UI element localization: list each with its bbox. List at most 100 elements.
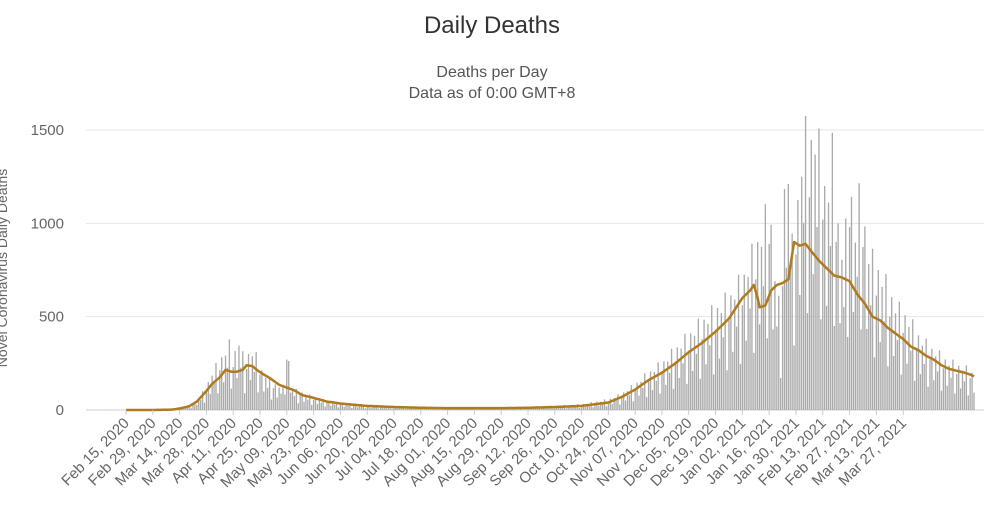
daily-death-bar: [913, 380, 916, 410]
daily-death-bar: [774, 281, 776, 410]
daily-death-bar: [498, 408, 500, 410]
chart-subtitle: Deaths per Day Data as of 0:00 GMT+8: [0, 62, 984, 104]
daily-death-bar: [230, 388, 232, 410]
daily-death-bar: [201, 391, 204, 410]
daily-death-bar: [785, 267, 788, 410]
daily-death-bar: [209, 393, 211, 410]
daily-death-bar: [219, 370, 221, 410]
daily-death-bar: [653, 371, 655, 410]
daily-death-bar: [718, 358, 721, 410]
daily-death-bar: [276, 397, 278, 410]
daily-death-bar: [973, 392, 975, 410]
daily-death-bar: [286, 359, 288, 410]
daily-death-bar: [284, 394, 286, 410]
daily-death-bar: [182, 408, 185, 410]
daily-death-bar: [690, 333, 692, 410]
daily-death-bar: [552, 408, 554, 410]
daily-death-bar: [228, 339, 231, 410]
daily-death-bar: [320, 402, 322, 410]
daily-death-bar: [263, 391, 265, 410]
daily-death-bar: [211, 375, 213, 410]
daily-death-bar: [726, 370, 728, 410]
daily-death-bar: [862, 246, 864, 410]
daily-death-bar: [705, 364, 707, 410]
daily-death-bar: [634, 389, 636, 410]
daily-death-bar: [207, 382, 209, 410]
daily-death-bar: [567, 406, 569, 410]
daily-death-bar: [393, 407, 395, 410]
daily-death-bar: [345, 404, 347, 410]
daily-death-bar: [404, 408, 407, 410]
daily-death-bar: [709, 345, 711, 410]
daily-death-bar: [720, 313, 722, 410]
daily-death-bar: [737, 274, 740, 410]
daily-death-bar: [525, 408, 527, 410]
daily-death-bar: [745, 340, 747, 410]
daily-death-bar: [875, 295, 878, 410]
daily-death-bar: [829, 246, 832, 410]
bar-series: [154, 116, 975, 411]
daily-death-bar: [242, 351, 244, 410]
daily-death-bar: [810, 140, 812, 411]
daily-death-bar: [680, 348, 682, 410]
daily-death-bar: [864, 226, 866, 410]
daily-death-bar: [240, 367, 242, 410]
daily-death-bar: [339, 404, 342, 410]
daily-death-bar: [879, 342, 881, 410]
daily-death-bar: [582, 404, 585, 410]
daily-death-bar: [938, 350, 941, 410]
daily-death-bar: [270, 399, 273, 410]
daily-death-bar: [324, 406, 326, 410]
daily-death-bar: [661, 372, 663, 410]
daily-death-bar: [948, 365, 950, 410]
daily-death-bar: [887, 366, 889, 410]
daily-death-bar: [236, 377, 238, 410]
daily-death-bar: [221, 357, 223, 410]
daily-death-bar: [272, 388, 275, 410]
daily-death-bar: [845, 218, 847, 410]
daily-death-bar: [391, 408, 393, 410]
daily-death-bar: [295, 388, 298, 410]
daily-death-bar: [399, 406, 401, 410]
daily-death-bar: [598, 405, 600, 410]
daily-death-bar: [682, 363, 684, 410]
daily-death-bar: [215, 362, 217, 410]
daily-death-bar: [628, 395, 631, 410]
daily-death-bar: [280, 393, 282, 410]
daily-death-bar: [732, 351, 734, 410]
daily-death-bar: [649, 371, 652, 410]
daily-death-bar: [289, 392, 292, 410]
daily-death-bar: [956, 373, 958, 410]
daily-death-bar: [816, 227, 818, 410]
daily-death-bar: [676, 347, 678, 410]
daily-death-bar: [686, 383, 688, 410]
daily-death-bar: [288, 361, 290, 410]
daily-death-bar: [883, 321, 885, 410]
daily-death-bar: [644, 373, 646, 410]
daily-death-bar: [376, 405, 378, 410]
daily-death-bar: [196, 405, 198, 410]
daily-death-bar: [950, 377, 952, 410]
daily-death-bar: [326, 402, 328, 410]
daily-death-bar: [538, 408, 541, 410]
daily-death-bar: [921, 345, 923, 410]
daily-death-bar: [630, 385, 633, 410]
daily-death-bar: [184, 407, 187, 410]
daily-death-bar: [657, 362, 659, 410]
daily-death-bar: [301, 392, 303, 410]
daily-death-bar: [714, 329, 717, 410]
daily-death-bar: [707, 323, 709, 410]
daily-death-bar: [674, 361, 677, 410]
daily-death-bar: [278, 387, 280, 410]
daily-death-bar: [695, 353, 698, 410]
daily-death-bar: [364, 408, 366, 410]
daily-death-bar: [799, 295, 801, 410]
daily-death-bar: [958, 365, 960, 410]
daily-death-bar: [944, 359, 946, 410]
daily-death-bar: [312, 399, 315, 410]
daily-death-bar: [318, 399, 321, 410]
daily-death-bar: [822, 219, 824, 410]
daily-death-bar: [517, 408, 520, 410]
daily-death-bar: [632, 401, 634, 410]
daily-death-bar: [316, 404, 319, 410]
